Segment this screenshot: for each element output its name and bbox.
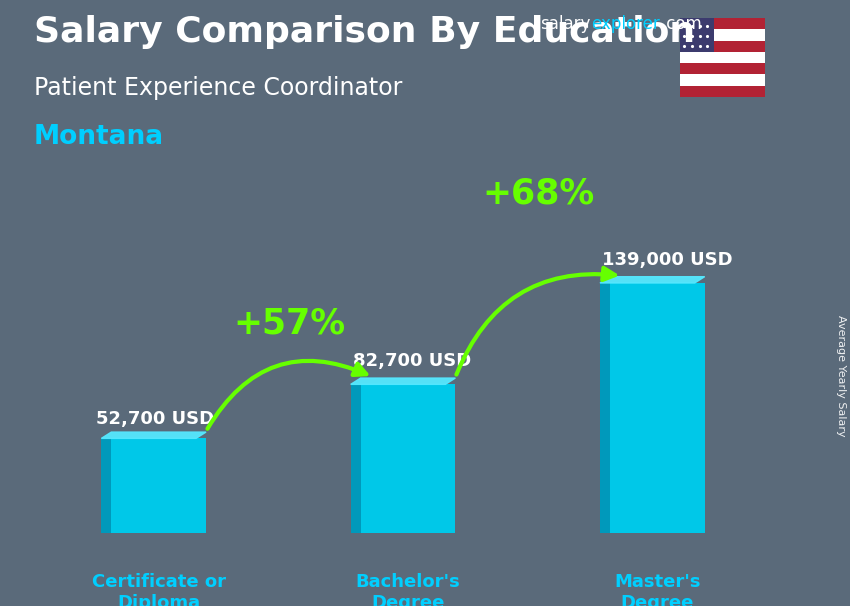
Polygon shape [600, 277, 705, 283]
Bar [360, 384, 456, 533]
Polygon shape [101, 432, 206, 438]
FancyArrowPatch shape [456, 268, 615, 375]
Bar [680, 41, 765, 52]
Text: Master's
Degree: Master's Degree [614, 573, 700, 606]
Text: Salary Comparison By Education: Salary Comparison By Education [34, 15, 695, 49]
Text: Average Yearly Salary: Average Yearly Salary [836, 315, 846, 436]
Text: 82,700 USD: 82,700 USD [353, 352, 472, 370]
Bar [600, 283, 610, 533]
Text: explorer: explorer [591, 15, 660, 33]
FancyArrowPatch shape [207, 361, 366, 429]
Bar [680, 30, 765, 41]
Bar [111, 438, 206, 533]
Bar [680, 75, 765, 85]
Bar [101, 438, 111, 533]
Bar [680, 52, 765, 63]
Bar [680, 85, 765, 97]
Text: .com: .com [661, 15, 702, 33]
Bar [680, 63, 765, 75]
Text: Bachelor's
Degree: Bachelor's Degree [355, 573, 461, 606]
Bar [680, 18, 765, 30]
Text: salary: salary [540, 15, 590, 33]
Polygon shape [351, 378, 456, 384]
Text: Certificate or
Diploma: Certificate or Diploma [92, 573, 225, 606]
Text: Montana: Montana [34, 124, 164, 150]
Bar [351, 384, 360, 533]
Text: 139,000 USD: 139,000 USD [603, 250, 733, 268]
Bar [680, 18, 714, 52]
Text: +68%: +68% [483, 176, 595, 210]
Text: Patient Experience Coordinator: Patient Experience Coordinator [34, 76, 402, 100]
Text: +57%: +57% [234, 306, 346, 340]
Bar [610, 283, 705, 533]
Text: 52,700 USD: 52,700 USD [96, 410, 214, 428]
